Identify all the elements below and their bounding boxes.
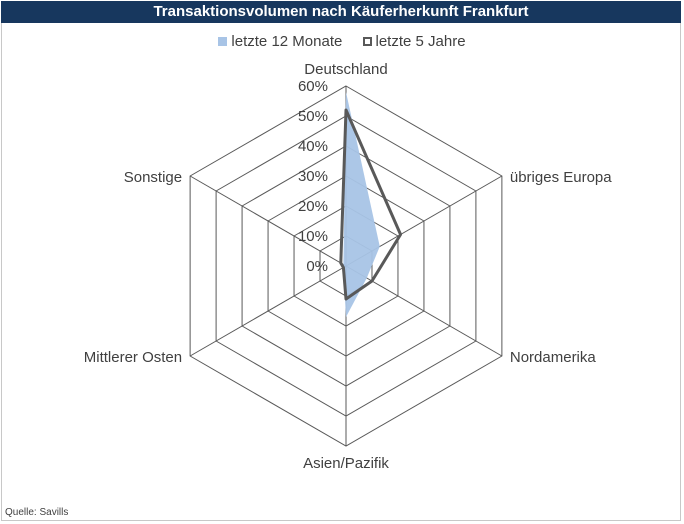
tick-label-0: 0% bbox=[306, 258, 328, 275]
legend-item-12-monate: letzte 12 Monate bbox=[218, 33, 342, 50]
category-label-0: Deutschland bbox=[304, 61, 387, 78]
legend: letzte 12 Monate letzte 5 Jahre bbox=[0, 33, 684, 50]
chart-title: Transaktionsvolumen nach Käuferherkunft … bbox=[1, 1, 681, 23]
legend-label-12-monate: letzte 12 Monate bbox=[231, 33, 343, 50]
legend-swatch-12-monate bbox=[218, 37, 228, 46]
tick-label-3: 30% bbox=[298, 168, 328, 185]
tick-label-1: 10% bbox=[298, 228, 328, 245]
tick-label-4: 40% bbox=[298, 138, 328, 155]
category-label-2: Nordamerika bbox=[510, 349, 597, 366]
legend-label-5-jahre: letzte 5 Jahre bbox=[375, 33, 466, 50]
category-label-1: übriges Europa bbox=[510, 169, 612, 186]
legend-swatch-5-jahre bbox=[362, 37, 372, 46]
category-label-5: Sonstige bbox=[124, 169, 182, 186]
series-area-0 bbox=[343, 92, 380, 317]
tick-label-2: 20% bbox=[298, 198, 328, 215]
series-line-1 bbox=[339, 108, 403, 301]
source-note: Quelle: Savills bbox=[5, 507, 69, 518]
tick-label-5: 50% bbox=[298, 108, 328, 125]
category-label-3: Asien/Pazifik bbox=[303, 455, 389, 472]
category-label-4: Mittlerer Osten bbox=[84, 349, 182, 366]
spoke-4 bbox=[189, 265, 347, 357]
legend-item-5-jahre: letzte 5 Jahre bbox=[362, 33, 466, 50]
spoke-5 bbox=[189, 175, 347, 267]
tick-label-6: 60% bbox=[298, 78, 328, 95]
